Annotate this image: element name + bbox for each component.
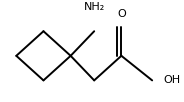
Text: O: O xyxy=(117,9,126,19)
Text: OH: OH xyxy=(163,75,180,85)
Text: NH₂: NH₂ xyxy=(84,2,105,12)
